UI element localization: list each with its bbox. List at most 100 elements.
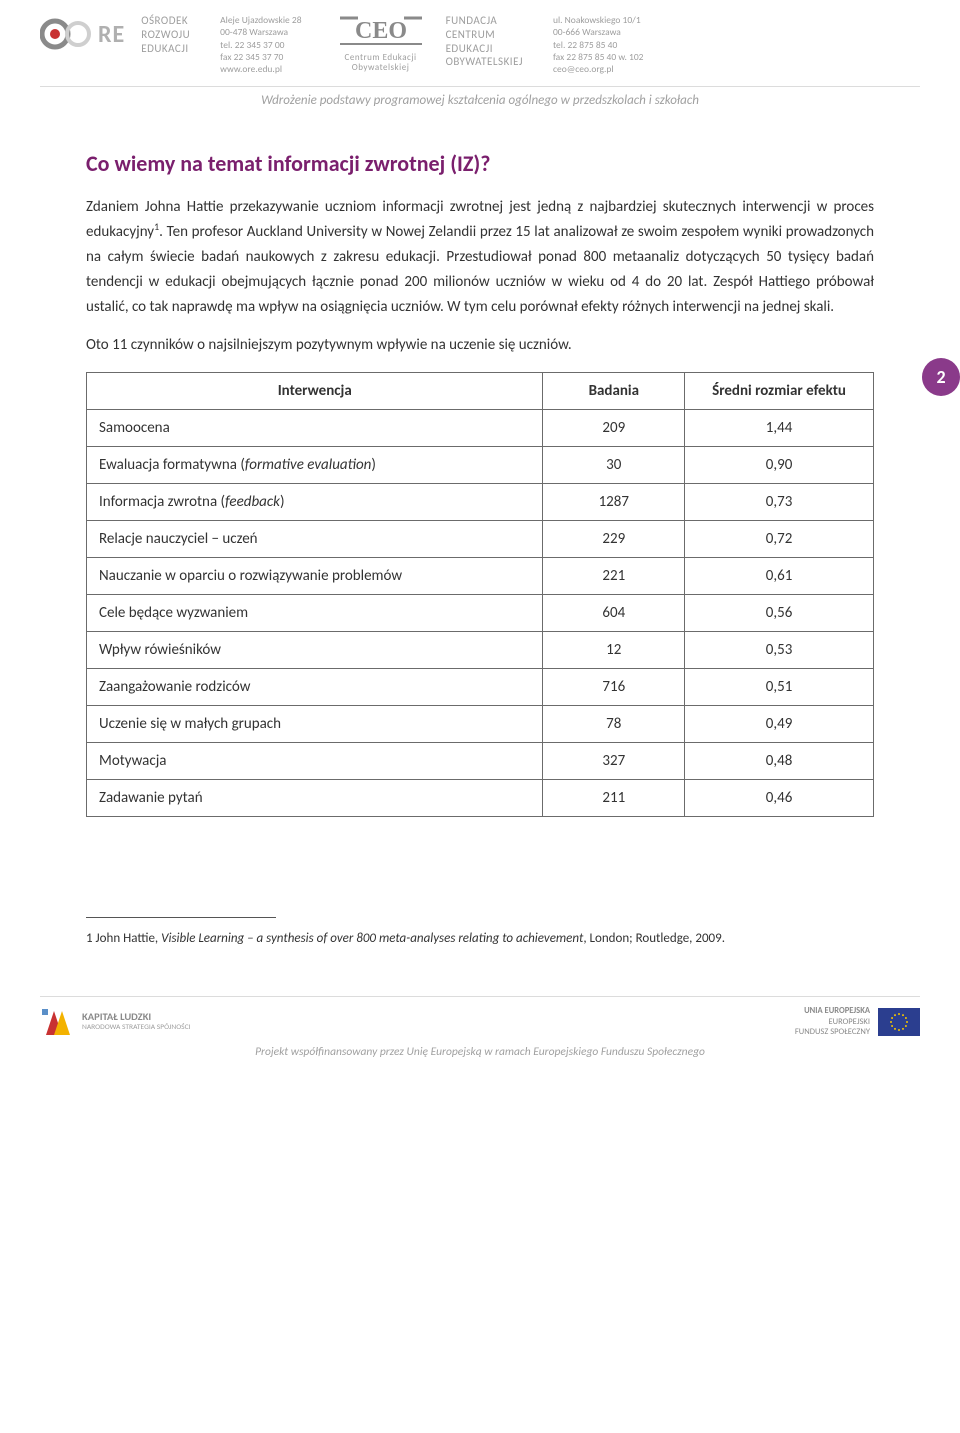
header: RE Ośrodek Rozwoju Edukacji Aleje Ujazdo… [0, 0, 960, 80]
page-number-badge: 2 [922, 358, 960, 396]
kl-line1: KAPITAŁ LUDZKI [82, 1011, 191, 1023]
org1-l2: Rozwoju [141, 28, 190, 42]
cell-efekt: 1,44 [685, 410, 874, 447]
table-row: Relacje nauczyciel − uczeń2290,72 [87, 521, 874, 558]
kapital-ludzki-icon [40, 1005, 74, 1039]
paragraph-2: Oto 11 czynników o najsilniejszym pozyty… [86, 333, 874, 358]
eu-block: UNIA EUROPEJSKA EUROPEJSKI FUNDUSZ SPOŁE… [795, 1006, 920, 1037]
content: Co wiemy na temat informacji zwrotnej (I… [0, 120, 960, 960]
org2-l4: Obywatelskiej [446, 55, 523, 69]
cell-interwencja: Zadawanie pytań [87, 780, 543, 817]
table-row: Motywacja3270,48 [87, 743, 874, 780]
org2-l1: Fundacja [446, 14, 523, 28]
cell-interwencja: Wpływ rówieśników [87, 632, 543, 669]
ore-logo: RE [40, 14, 125, 54]
cell-badania: 30 [543, 447, 685, 484]
footnote-title: Visible Learning – a synthesis of over 8… [161, 931, 583, 946]
org1-l3: Edukacji [141, 42, 190, 56]
eu-l2: EUROPEJSKI [795, 1017, 870, 1027]
cell-interwencja: Informacja zwrotna (feedback) [87, 484, 543, 521]
cell-efekt: 0,49 [685, 706, 874, 743]
factors-table: Interwencja Badania Średni rozmiar efekt… [86, 372, 874, 817]
cell-badania: 12 [543, 632, 685, 669]
cell-badania: 1287 [543, 484, 685, 521]
cell-interwencja: Motywacja [87, 743, 543, 780]
org1-l1: Ośrodek [141, 14, 190, 28]
cell-efekt: 0,90 [685, 447, 874, 484]
cell-badania: 716 [543, 669, 685, 706]
footnote-marker: 1 [86, 931, 93, 946]
addr1-l1: Aleje Ujazdowskie 28 [220, 14, 301, 26]
addr1-l3: tel. 22 345 37 00 [220, 39, 301, 51]
addr1-l4: fax 22 345 37 70 [220, 51, 301, 63]
th-interwencja: Interwencja [87, 373, 543, 410]
cell-interwencja: Uczenie się w małych grupach [87, 706, 543, 743]
cell-interwencja: Samoocena [87, 410, 543, 447]
footnote-pre: John Hattie, [93, 931, 162, 946]
page-number: 2 [936, 366, 945, 388]
table-row: Nauczanie w oparciu o rozwiązywanie prob… [87, 558, 874, 595]
cell-badania: 209 [543, 410, 685, 447]
footer-tagline: Projekt współfinansowany przez Unię Euro… [40, 1045, 920, 1059]
table-row: Informacja zwrotna (feedback)12870,73 [87, 484, 874, 521]
header-tagline: Wdrożenie podstawy programowej kształcen… [0, 87, 960, 120]
th-efekt: Średni rozmiar efektu [685, 373, 874, 410]
footer-row: KAPITAŁ LUDZKI NARODOWA STRATEGIA SPÓJNO… [40, 1005, 920, 1039]
cell-badania: 221 [543, 558, 685, 595]
org1-name: Ośrodek Rozwoju Edukacji [141, 14, 190, 55]
cell-badania: 211 [543, 780, 685, 817]
table-row: Samoocena2091,44 [87, 410, 874, 447]
cell-badania: 604 [543, 595, 685, 632]
footnote-rule [86, 917, 276, 918]
cell-efekt: 0,53 [685, 632, 874, 669]
cell-interwencja: Nauczanie w oparciu o rozwiązywanie prob… [87, 558, 543, 595]
cell-interwencja: Relacje nauczyciel − uczeń [87, 521, 543, 558]
cell-efekt: 0,48 [685, 743, 874, 780]
eu-l1: UNIA EUROPEJSKA [795, 1006, 870, 1016]
cell-efekt: 0,72 [685, 521, 874, 558]
table-row: Ewaluacja formatywna (formative evaluati… [87, 447, 874, 484]
org2-l2: Centrum [446, 28, 523, 42]
addr2-l2: 00-666 Warszawa [553, 26, 644, 38]
svg-text:CEO: CEO [355, 18, 407, 44]
ceo-sub2: Obywatelskiej [352, 63, 410, 73]
ore-logo-icon [40, 14, 92, 54]
footnote: 1 John Hattie, Visible Learning – a synt… [86, 928, 874, 949]
ceo-logo: CEO Centrum Edukacji Obywatelskiej [338, 14, 424, 73]
cell-interwencja: Zaangażowanie rodziców [87, 669, 543, 706]
footnote-post: , London; Routledge, 2009. [583, 931, 725, 946]
cell-interwencja: Cele będące wyzwaniem [87, 595, 543, 632]
cell-interwencja: Ewaluacja formatywna (formative evaluati… [87, 447, 543, 484]
kl-line2: NARODOWA STRATEGIA SPÓJNOŚCI [82, 1023, 191, 1032]
cell-badania: 327 [543, 743, 685, 780]
cell-badania: 78 [543, 706, 685, 743]
footer: KAPITAŁ LUDZKI NARODOWA STRATEGIA SPÓJNO… [0, 988, 960, 1069]
addr1-l5: www.ore.edu.pl [220, 63, 301, 75]
cell-efekt: 0,61 [685, 558, 874, 595]
cell-efekt: 0,73 [685, 484, 874, 521]
page-title: Co wiemy na temat informacji zwrotnej (I… [86, 150, 874, 177]
table-row: Zadawanie pytań2110,46 [87, 780, 874, 817]
addr2-l4: fax 22 875 85 40 w. 102 [553, 51, 644, 63]
table-row: Uczenie się w małych grupach780,49 [87, 706, 874, 743]
ceo-logo-icon: CEO [338, 14, 424, 53]
table-row: Cele będące wyzwaniem6040,56 [87, 595, 874, 632]
kapital-ludzki-logo: KAPITAŁ LUDZKI NARODOWA STRATEGIA SPÓJNO… [40, 1005, 191, 1039]
paragraph-1: Zdaniem Johna Hattie przekazywanie uczni… [86, 195, 874, 320]
table-row: Zaangażowanie rodziców7160,51 [87, 669, 874, 706]
cell-efekt: 0,51 [685, 669, 874, 706]
org2-l3: Edukacji [446, 42, 523, 56]
ore-logo-text: RE [98, 20, 125, 49]
addr1-l2: 00-478 Warszawa [220, 26, 301, 38]
addr2-l3: tel. 22 875 85 40 [553, 39, 644, 51]
addr2: ul. Noakowskiego 10/1 00-666 Warszawa te… [553, 14, 644, 76]
eu-flag-icon [878, 1008, 920, 1036]
table-row: Wpływ rówieśników120,53 [87, 632, 874, 669]
cell-efekt: 0,46 [685, 780, 874, 817]
para1-b: . Ten profesor Auckland University w Now… [86, 223, 874, 315]
eu-l3: FUNDUSZ SPOŁECZNY [795, 1027, 870, 1037]
eu-text: UNIA EUROPEJSKA EUROPEJSKI FUNDUSZ SPOŁE… [795, 1006, 870, 1037]
addr1: Aleje Ujazdowskie 28 00-478 Warszawa tel… [220, 14, 301, 76]
addr2-l1: ul. Noakowskiego 10/1 [553, 14, 644, 26]
table-header-row: Interwencja Badania Średni rozmiar efekt… [87, 373, 874, 410]
